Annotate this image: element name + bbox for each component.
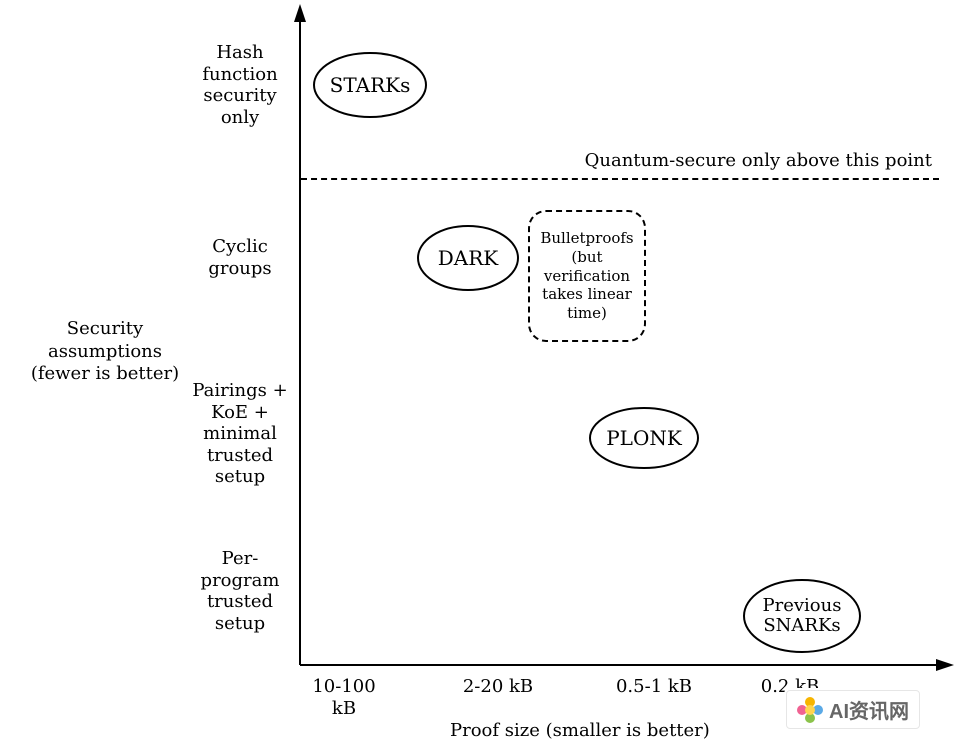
quantum-divider-label: Quantum-secure only above this point [585,150,932,171]
node-plonk-label: PLONK [588,406,700,470]
x-tick-2: 0.5-1 kB [614,676,694,698]
watermark-text: AI资讯网 [829,695,909,724]
x-axis-title: Proof size (smaller is better) [450,720,710,739]
y-tick-cyclic: Cyclic groups [185,236,295,279]
node-plonk: PLONK [588,406,700,470]
proof-systems-chart: Security assumptions (fewer is better) H… [0,0,960,739]
node-starks: STARKs [312,51,428,119]
node-starks-label: STARKs [312,51,428,119]
y-axis-title: Security assumptions (fewer is better) [30,318,180,386]
y-tick-hash: Hash function security only [185,42,295,128]
node-dark: DARK [416,224,520,292]
node-snarks: Previous SNARKs [742,578,862,654]
x-tick-1: 2-20 kB [458,676,538,698]
x-tick-0: 10-100 kB [304,676,384,719]
watermark-badge: AI资讯网 [786,690,920,729]
note-bulletproofs-label: Bulletproofs (but verification takes lin… [538,229,636,323]
note-bulletproofs: Bulletproofs (but verification takes lin… [528,210,646,342]
y-tick-perprog: Per-program trusted setup [185,548,295,634]
node-dark-label: DARK [416,224,520,292]
y-tick-pairings: Pairings + KoE + minimal trusted setup [185,380,295,488]
node-snarks-label: Previous SNARKs [742,578,862,654]
flower-icon [797,697,823,723]
quantum-divider-line [301,178,939,180]
